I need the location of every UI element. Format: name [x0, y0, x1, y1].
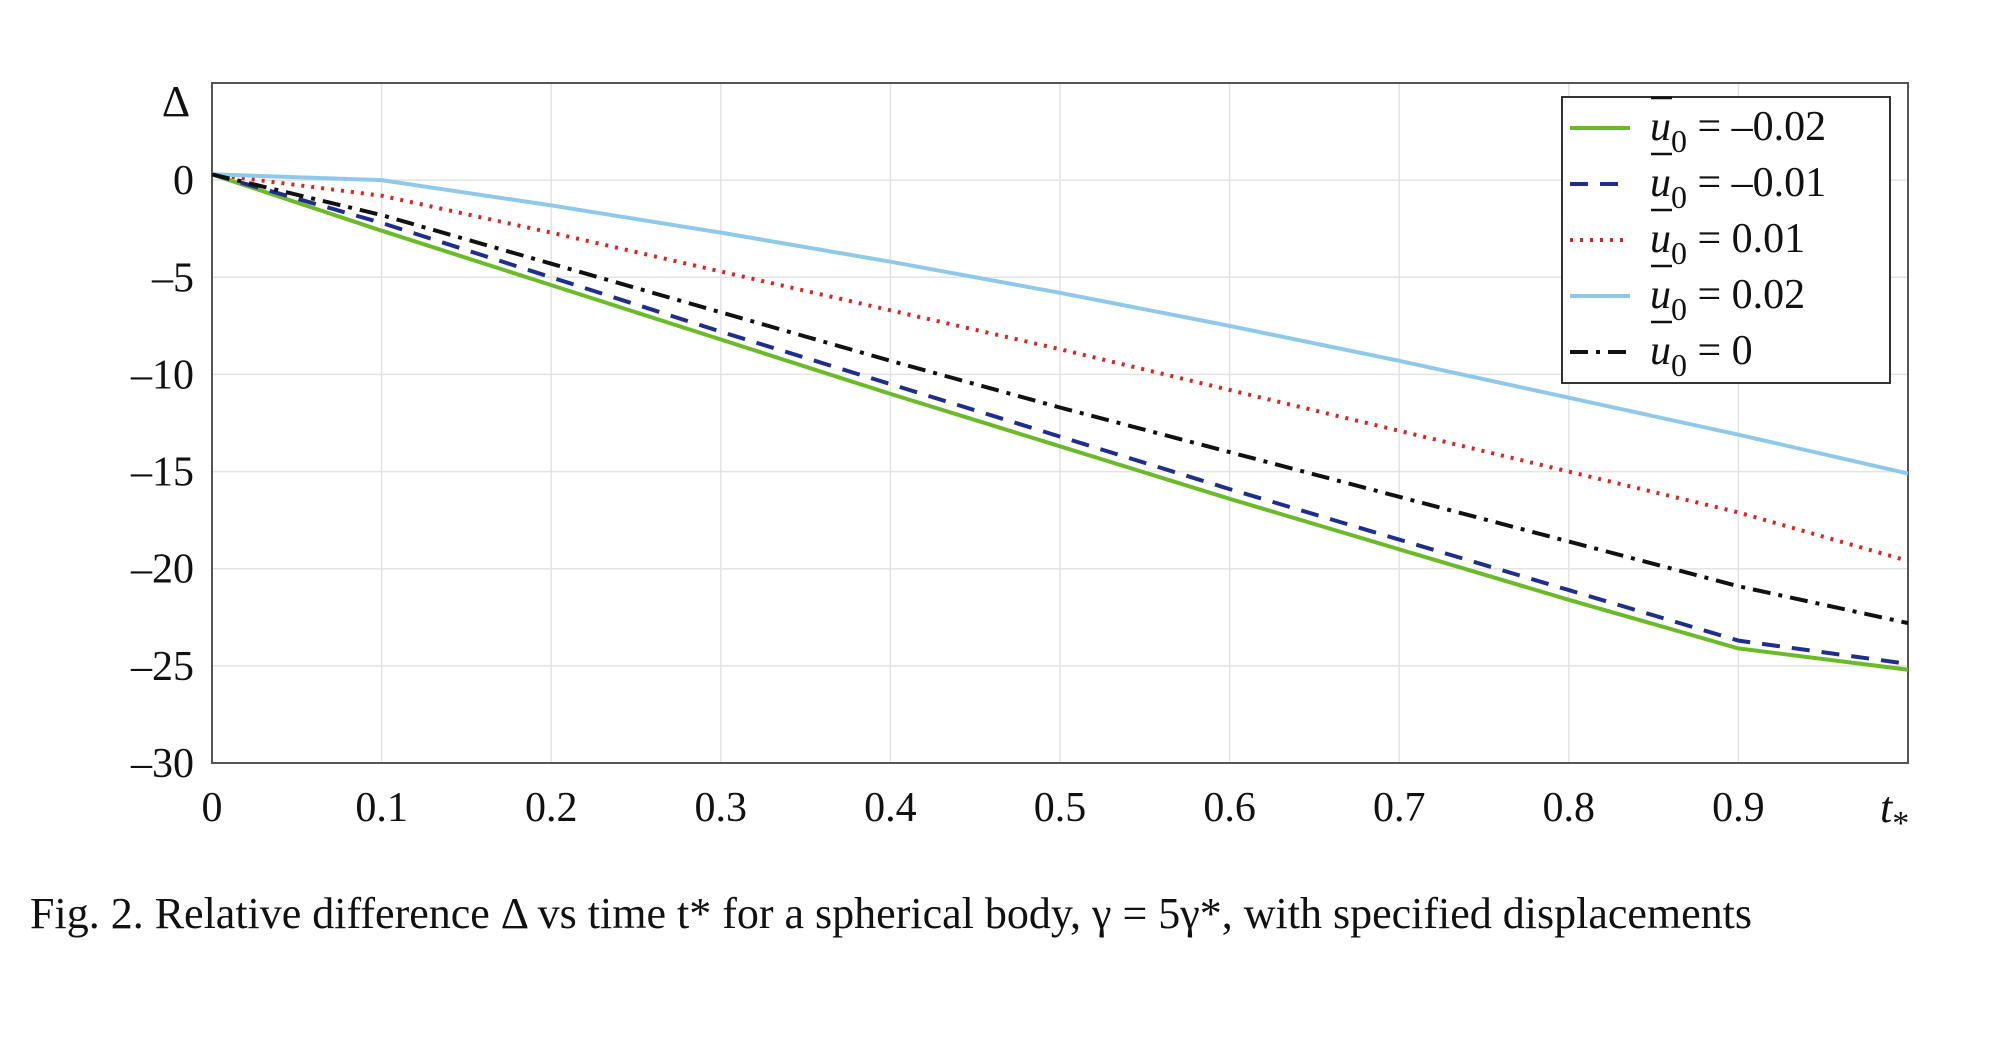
- y-tick-label: –10: [130, 352, 194, 398]
- legend-value: = –0.02: [1687, 104, 1826, 150]
- figure-caption: Fig. 2. Relative difference Δ vs time t*…: [30, 889, 1753, 938]
- y-tick-label: –30: [130, 741, 194, 787]
- y-tick-label: –5: [151, 255, 194, 301]
- legend-label: u0 = –0.02: [1650, 104, 1826, 159]
- y-tick-label: –25: [130, 644, 194, 690]
- legend-label: u0 = 0.02: [1650, 272, 1805, 327]
- x-tick-label: 0.2: [525, 785, 578, 831]
- legend-var-sub: 0: [1671, 123, 1687, 159]
- legend-entry: u0 = 0.01: [1650, 208, 1805, 271]
- y-tick-label: –15: [130, 450, 194, 496]
- series-line-4: [211, 172, 1909, 626]
- legend-var-sub: 0: [1671, 291, 1687, 327]
- legend-var: u: [1650, 216, 1671, 262]
- x-axis-title: t*: [1880, 783, 1909, 842]
- legend-entry: u0 = 0.02: [1650, 264, 1805, 327]
- legend-entry: u0 = 0: [1650, 320, 1753, 383]
- legend-var: u: [1650, 104, 1671, 150]
- plot-frame: [211, 82, 1909, 764]
- x-tick-label: 0.7: [1373, 785, 1426, 831]
- y-axis-title: Δ: [162, 77, 190, 126]
- x-tick-label: 0.9: [1712, 785, 1765, 831]
- x-tick-labels: 0 0.1 0.2 0.3 0.4 0.5 0.6 0.7 0.8 0.9: [202, 785, 1765, 831]
- legend-value: = 0: [1687, 328, 1753, 374]
- legend-value: = –0.01: [1687, 160, 1826, 206]
- legend-label: u0 = 0.01: [1650, 216, 1805, 271]
- legend-entry: u0 = –0.01: [1650, 152, 1826, 215]
- legend-var: u: [1650, 272, 1671, 318]
- series-line-3: [211, 172, 1909, 476]
- series-lines: [211, 172, 1909, 672]
- legend-label: u0 = –0.01: [1650, 160, 1826, 215]
- legend-var: u: [1650, 160, 1671, 206]
- series-line-1: [211, 172, 1909, 666]
- x-axis-title-main: t: [1880, 783, 1894, 832]
- x-tick-label: 0.8: [1543, 785, 1596, 831]
- y-tick-label: –20: [130, 547, 194, 593]
- x-tick-label: 0.1: [355, 785, 408, 831]
- legend-var: u: [1650, 328, 1671, 374]
- series-line-0: [211, 172, 1909, 672]
- x-tick-label: 0.3: [695, 785, 748, 831]
- y-tick-labels: 0 –5 –10 –15 –20 –25 –30: [130, 158, 194, 787]
- x-tick-label: 0.5: [1034, 785, 1087, 831]
- y-tick-label: 0: [173, 158, 194, 204]
- legend-box: [1561, 96, 1891, 384]
- legend-value: = 0.01: [1687, 216, 1805, 262]
- legend-var-sub: 0: [1671, 235, 1687, 271]
- legend-var-sub: 0: [1671, 179, 1687, 215]
- x-tick-label: 0: [202, 785, 223, 831]
- legend-var-sub: 0: [1671, 347, 1687, 383]
- legend-entry: u0 = –0.02: [1650, 96, 1826, 159]
- legend-value: = 0.02: [1687, 272, 1805, 318]
- x-axis-title-sub: *: [1892, 805, 1909, 842]
- x-tick-label: 0.4: [864, 785, 917, 831]
- legend-label: u0 = 0: [1650, 328, 1753, 383]
- x-tick-label: 0.6: [1203, 785, 1256, 831]
